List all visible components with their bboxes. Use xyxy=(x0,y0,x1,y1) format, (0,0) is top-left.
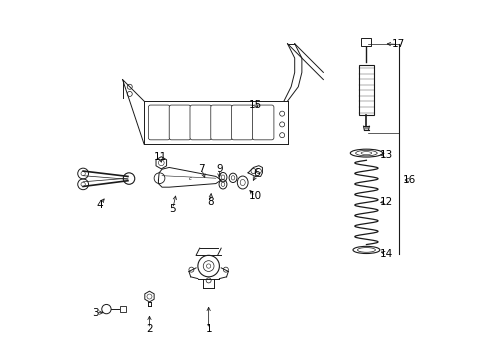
FancyBboxPatch shape xyxy=(359,65,373,116)
FancyBboxPatch shape xyxy=(210,105,232,140)
Text: 5: 5 xyxy=(169,204,176,214)
Text: 1: 1 xyxy=(205,324,211,334)
Text: 9: 9 xyxy=(216,164,222,174)
Text: 13: 13 xyxy=(379,150,392,160)
Text: 15: 15 xyxy=(248,100,262,110)
Text: 17: 17 xyxy=(391,40,405,49)
FancyBboxPatch shape xyxy=(252,105,273,140)
Text: 2: 2 xyxy=(146,324,152,334)
Text: 6: 6 xyxy=(253,168,260,178)
FancyBboxPatch shape xyxy=(148,105,169,140)
Text: 12: 12 xyxy=(379,197,392,207)
Text: c: c xyxy=(189,176,192,181)
Text: 10: 10 xyxy=(248,191,261,201)
Text: 4: 4 xyxy=(96,200,102,210)
Text: 8: 8 xyxy=(207,197,213,207)
FancyBboxPatch shape xyxy=(169,105,190,140)
Text: 11: 11 xyxy=(153,152,166,162)
Text: 14: 14 xyxy=(379,248,392,258)
FancyBboxPatch shape xyxy=(190,105,211,140)
Text: 7: 7 xyxy=(198,164,204,174)
Text: 3: 3 xyxy=(92,308,99,318)
Text: 16: 16 xyxy=(402,175,415,185)
FancyBboxPatch shape xyxy=(361,38,371,46)
FancyBboxPatch shape xyxy=(231,105,253,140)
